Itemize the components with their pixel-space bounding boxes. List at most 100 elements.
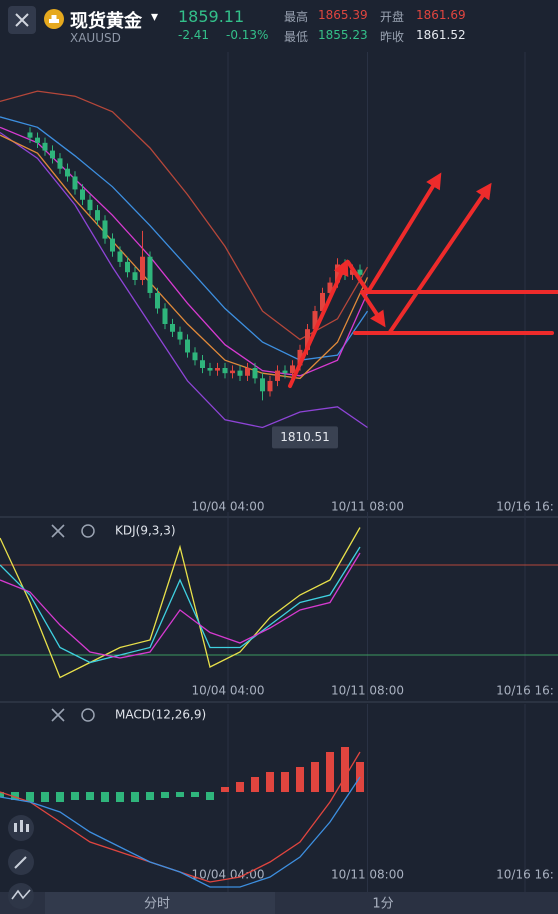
candle-body	[320, 292, 325, 312]
histogram-bar	[101, 792, 109, 802]
header: 现货黄金 ▾ XAUUSD 1859.11 -2.41 -0.13% 最高 18…	[0, 0, 558, 50]
pane-title: MACD(12,26,9)	[115, 708, 206, 722]
candle-body	[102, 220, 108, 239]
close-button[interactable]	[8, 6, 36, 34]
stat-label: 昨收	[380, 30, 405, 44]
candle-body	[222, 368, 228, 374]
change: -2.41	[178, 28, 210, 42]
line	[0, 134, 369, 380]
candle-body	[297, 349, 303, 366]
candle-body	[305, 329, 310, 350]
histogram-bar	[161, 792, 169, 798]
stat-label: 最低	[284, 30, 309, 44]
candle-body	[252, 368, 258, 379]
candle-body	[42, 142, 48, 151]
candle-body	[282, 370, 288, 374]
candle-body	[80, 189, 85, 200]
candle-body	[125, 261, 130, 273]
histogram-bar	[0, 792, 4, 797]
close-icon[interactable]	[51, 708, 65, 722]
histogram-bar	[86, 792, 94, 800]
histogram-bar	[341, 747, 349, 792]
histogram-bar	[281, 772, 289, 792]
candle-body	[162, 308, 168, 324]
candle-body	[132, 272, 138, 280]
drawn-arrows	[288, 172, 558, 388]
histogram-bar	[296, 767, 304, 792]
candle-body	[267, 380, 273, 392]
low-marker	[272, 426, 338, 449]
candle-body	[95, 210, 100, 221]
line	[0, 116, 369, 361]
candle-body	[72, 176, 78, 190]
candle-body	[57, 158, 63, 169]
histogram-bar	[131, 792, 139, 802]
candle-body	[170, 324, 175, 332]
histogram-bar	[11, 792, 19, 800]
histogram-bar	[311, 762, 319, 792]
settings-icon[interactable]	[81, 708, 95, 722]
histogram-bar	[71, 792, 79, 800]
close-icon[interactable]	[51, 524, 65, 538]
histogram-bar	[251, 777, 259, 792]
candle-body	[147, 256, 153, 293]
candle-body	[245, 368, 250, 376]
candle-body	[27, 132, 33, 138]
candle-icon	[14, 820, 29, 832]
candle-body	[117, 251, 123, 262]
histogram-bar	[326, 752, 334, 792]
x-tick-label: 10/04 04:00	[192, 684, 265, 698]
line	[0, 546, 361, 664]
x-tick-label: 10/11 08:00	[331, 868, 404, 882]
instrument-name[interactable]: 现货黄金	[70, 11, 142, 32]
candle-body	[327, 282, 333, 293]
histogram-bar	[56, 792, 64, 802]
candle-body	[207, 368, 213, 371]
gold-icon	[44, 9, 64, 29]
tab-label[interactable]: 分时	[144, 897, 170, 912]
tab-label[interactable]: 1分	[372, 897, 393, 912]
dropdown-icon[interactable]: ▾	[151, 9, 159, 25]
candle-body	[275, 370, 280, 381]
candle-body	[215, 368, 220, 371]
histogram-bar	[26, 792, 34, 802]
histogram-bar	[146, 792, 154, 800]
line	[0, 751, 361, 883]
x-tick-label: 10/16 16:	[496, 500, 554, 514]
x-tick-label: 10/04 04:00	[192, 868, 265, 882]
candle-body	[65, 168, 70, 177]
x-tick-label: 10/11 08:00	[331, 500, 404, 514]
x-tick-label: 10/16 16:	[496, 684, 554, 698]
stat-value: 1865.39	[318, 8, 368, 22]
candle-body	[140, 256, 145, 280]
candle-body	[35, 137, 40, 143]
tab-bg[interactable]	[45, 892, 275, 914]
histogram-bar	[176, 792, 184, 797]
candle-body	[357, 269, 363, 275]
line	[0, 131, 368, 429]
histogram-bar	[41, 792, 49, 802]
line-icon	[11, 889, 31, 900]
stat-value: 1855.23	[318, 28, 368, 42]
pane-title: KDJ(9,3,3)	[115, 524, 176, 538]
line	[0, 527, 361, 679]
last-price: 1859.11	[178, 7, 245, 26]
candle-body	[50, 150, 55, 159]
histogram-bar	[221, 787, 229, 792]
histogram-bar	[191, 792, 199, 797]
low-label: 1810.51	[280, 430, 330, 444]
line	[0, 552, 361, 659]
x-tick-label: 10/11 08:00	[331, 684, 404, 698]
pen-icon	[14, 856, 27, 869]
histogram-bar	[206, 792, 214, 800]
candle-body	[155, 292, 160, 309]
candle-body	[237, 370, 243, 376]
stat-value: 1861.69	[416, 8, 466, 22]
histogram-bar	[116, 792, 124, 802]
stat-label: 开盘	[380, 10, 405, 24]
settings-icon[interactable]	[81, 524, 95, 538]
x-tick-label: 10/16 16:	[496, 868, 554, 882]
histogram-bar	[266, 772, 274, 792]
